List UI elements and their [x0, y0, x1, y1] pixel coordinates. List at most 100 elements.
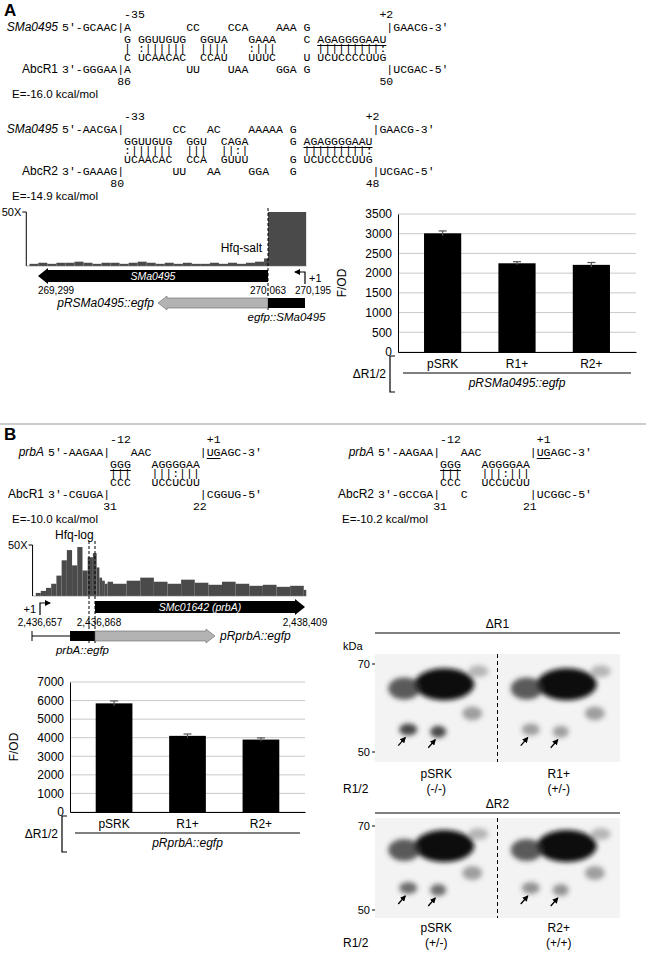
y-tick: 2500 — [365, 247, 398, 261]
underline — [537, 458, 551, 459]
spot-arrow — [398, 896, 405, 904]
coverage-bar — [72, 565, 77, 596]
gene-arrow — [95, 599, 305, 615]
gel-spot — [591, 665, 611, 677]
sequence-text: 31 22 — [48, 500, 207, 513]
gel-spot — [553, 726, 569, 738]
gene-name: SMc01642 (prbA) — [159, 601, 241, 613]
gel-tick-label: 50 — [358, 746, 370, 758]
spot-arrow — [551, 898, 558, 906]
gel-spot — [468, 665, 488, 677]
egfp-arrow — [158, 296, 268, 310]
baseline — [26, 266, 306, 267]
gene-name: SMa0495 — [131, 270, 176, 282]
tick-label: 1500 — [365, 286, 392, 300]
x-axis: pSRKR1+R2+ — [71, 813, 306, 831]
coverage-bar — [65, 263, 74, 266]
coverage-bar — [129, 263, 138, 266]
tick-label: 2000 — [37, 768, 64, 782]
error-cap — [587, 262, 595, 263]
coverage-bar — [183, 263, 192, 266]
energy: E=-10.2 kcal/mol — [342, 513, 428, 525]
x-tick: pSRK — [427, 357, 458, 371]
coverage-bar — [277, 587, 291, 596]
coverage-bar — [83, 263, 92, 266]
scale-axis-line — [32, 545, 33, 596]
y-tick: 4000 — [37, 731, 70, 745]
tss-arrow — [40, 603, 50, 615]
coverage-bar — [222, 582, 236, 596]
target-name: prbA — [348, 445, 374, 459]
tick-label: 500 — [372, 326, 392, 340]
strain-label: ΔR1/2 — [353, 367, 387, 381]
category-label: R1+ — [506, 357, 528, 371]
error-cap — [513, 261, 521, 262]
coverage-bar — [36, 593, 41, 596]
coverage-bar — [29, 264, 38, 266]
coverage-bar — [138, 262, 147, 266]
coordinate-label: 269,299 — [38, 285, 75, 296]
y-axis-line — [70, 683, 71, 813]
gel-background — [375, 818, 620, 918]
y-tick: 0 — [385, 345, 398, 359]
construct-line — [403, 373, 631, 374]
gel-spot — [585, 866, 605, 880]
panel-separator — [0, 424, 646, 425]
coverage-bar — [67, 550, 72, 596]
coverage-bar — [77, 547, 82, 596]
coverage-bar — [219, 264, 228, 266]
fusion-box — [268, 298, 305, 308]
x-axis-line — [71, 812, 306, 813]
vector-tick — [32, 631, 33, 641]
bars — [424, 231, 610, 352]
coverage-bar — [82, 571, 87, 597]
coverage-bar — [264, 258, 268, 266]
tick-label: 5000 — [37, 712, 64, 726]
figure: AB -35 +25'-GCAAC|A CC CCA AAA G |GAACG-… — [0, 0, 646, 954]
y-tick: 3000 — [37, 750, 70, 764]
tick-label: 1000 — [37, 787, 64, 801]
error-cap — [439, 230, 447, 231]
sequence-text: 86 50 — [62, 75, 393, 88]
construct-line — [75, 833, 300, 834]
gel-tick — [372, 826, 375, 827]
baseline — [33, 596, 307, 597]
construct-label: pRprbA::egfp — [151, 836, 223, 850]
gel-spot — [511, 678, 543, 700]
coverage-bar — [120, 264, 129, 266]
tick-label: 0 — [57, 805, 64, 819]
coverage-bar — [127, 581, 141, 596]
gel-spot — [388, 839, 420, 861]
coverage-bar — [236, 584, 250, 596]
scale-label: 50X — [2, 206, 22, 218]
bar — [498, 263, 535, 352]
coverage-bar — [113, 584, 127, 596]
tick-label: 6000 — [37, 694, 64, 708]
coverage-bar — [102, 581, 105, 596]
grid — [398, 214, 636, 352]
spot-arrow — [521, 896, 528, 904]
gel-spot — [414, 668, 474, 700]
gel-tick-label: 70 — [358, 658, 370, 670]
gel-spot — [399, 882, 417, 894]
error-cap — [184, 733, 192, 734]
coverage-bar — [195, 583, 209, 596]
bracket — [390, 356, 395, 392]
gel-spot — [462, 706, 482, 720]
target-name: SMa0495 — [7, 20, 59, 34]
srna-name: AbcR2 — [338, 487, 374, 501]
bracket — [62, 816, 67, 852]
tss-label: +1 — [23, 603, 36, 615]
y-axis-title: F/OD — [335, 268, 349, 297]
sequence-text: UG — [207, 446, 221, 459]
gel-spots — [388, 828, 611, 896]
sequence-text: -12 +1 — [48, 433, 221, 446]
coverage-bar — [51, 584, 56, 596]
alignment: -12 +15'-AAGAA| AAC |UGAGC-3' GGG AGGGGA… — [8, 433, 262, 525]
gel-tick — [372, 752, 375, 753]
coverage-bar — [92, 264, 101, 266]
energy: E=-10.0 kcal/mol — [12, 513, 98, 525]
srna-name: AbcR2 — [22, 164, 58, 178]
fusion-box — [70, 631, 95, 641]
x-axis: pSRKR1+R2+ — [399, 353, 637, 371]
